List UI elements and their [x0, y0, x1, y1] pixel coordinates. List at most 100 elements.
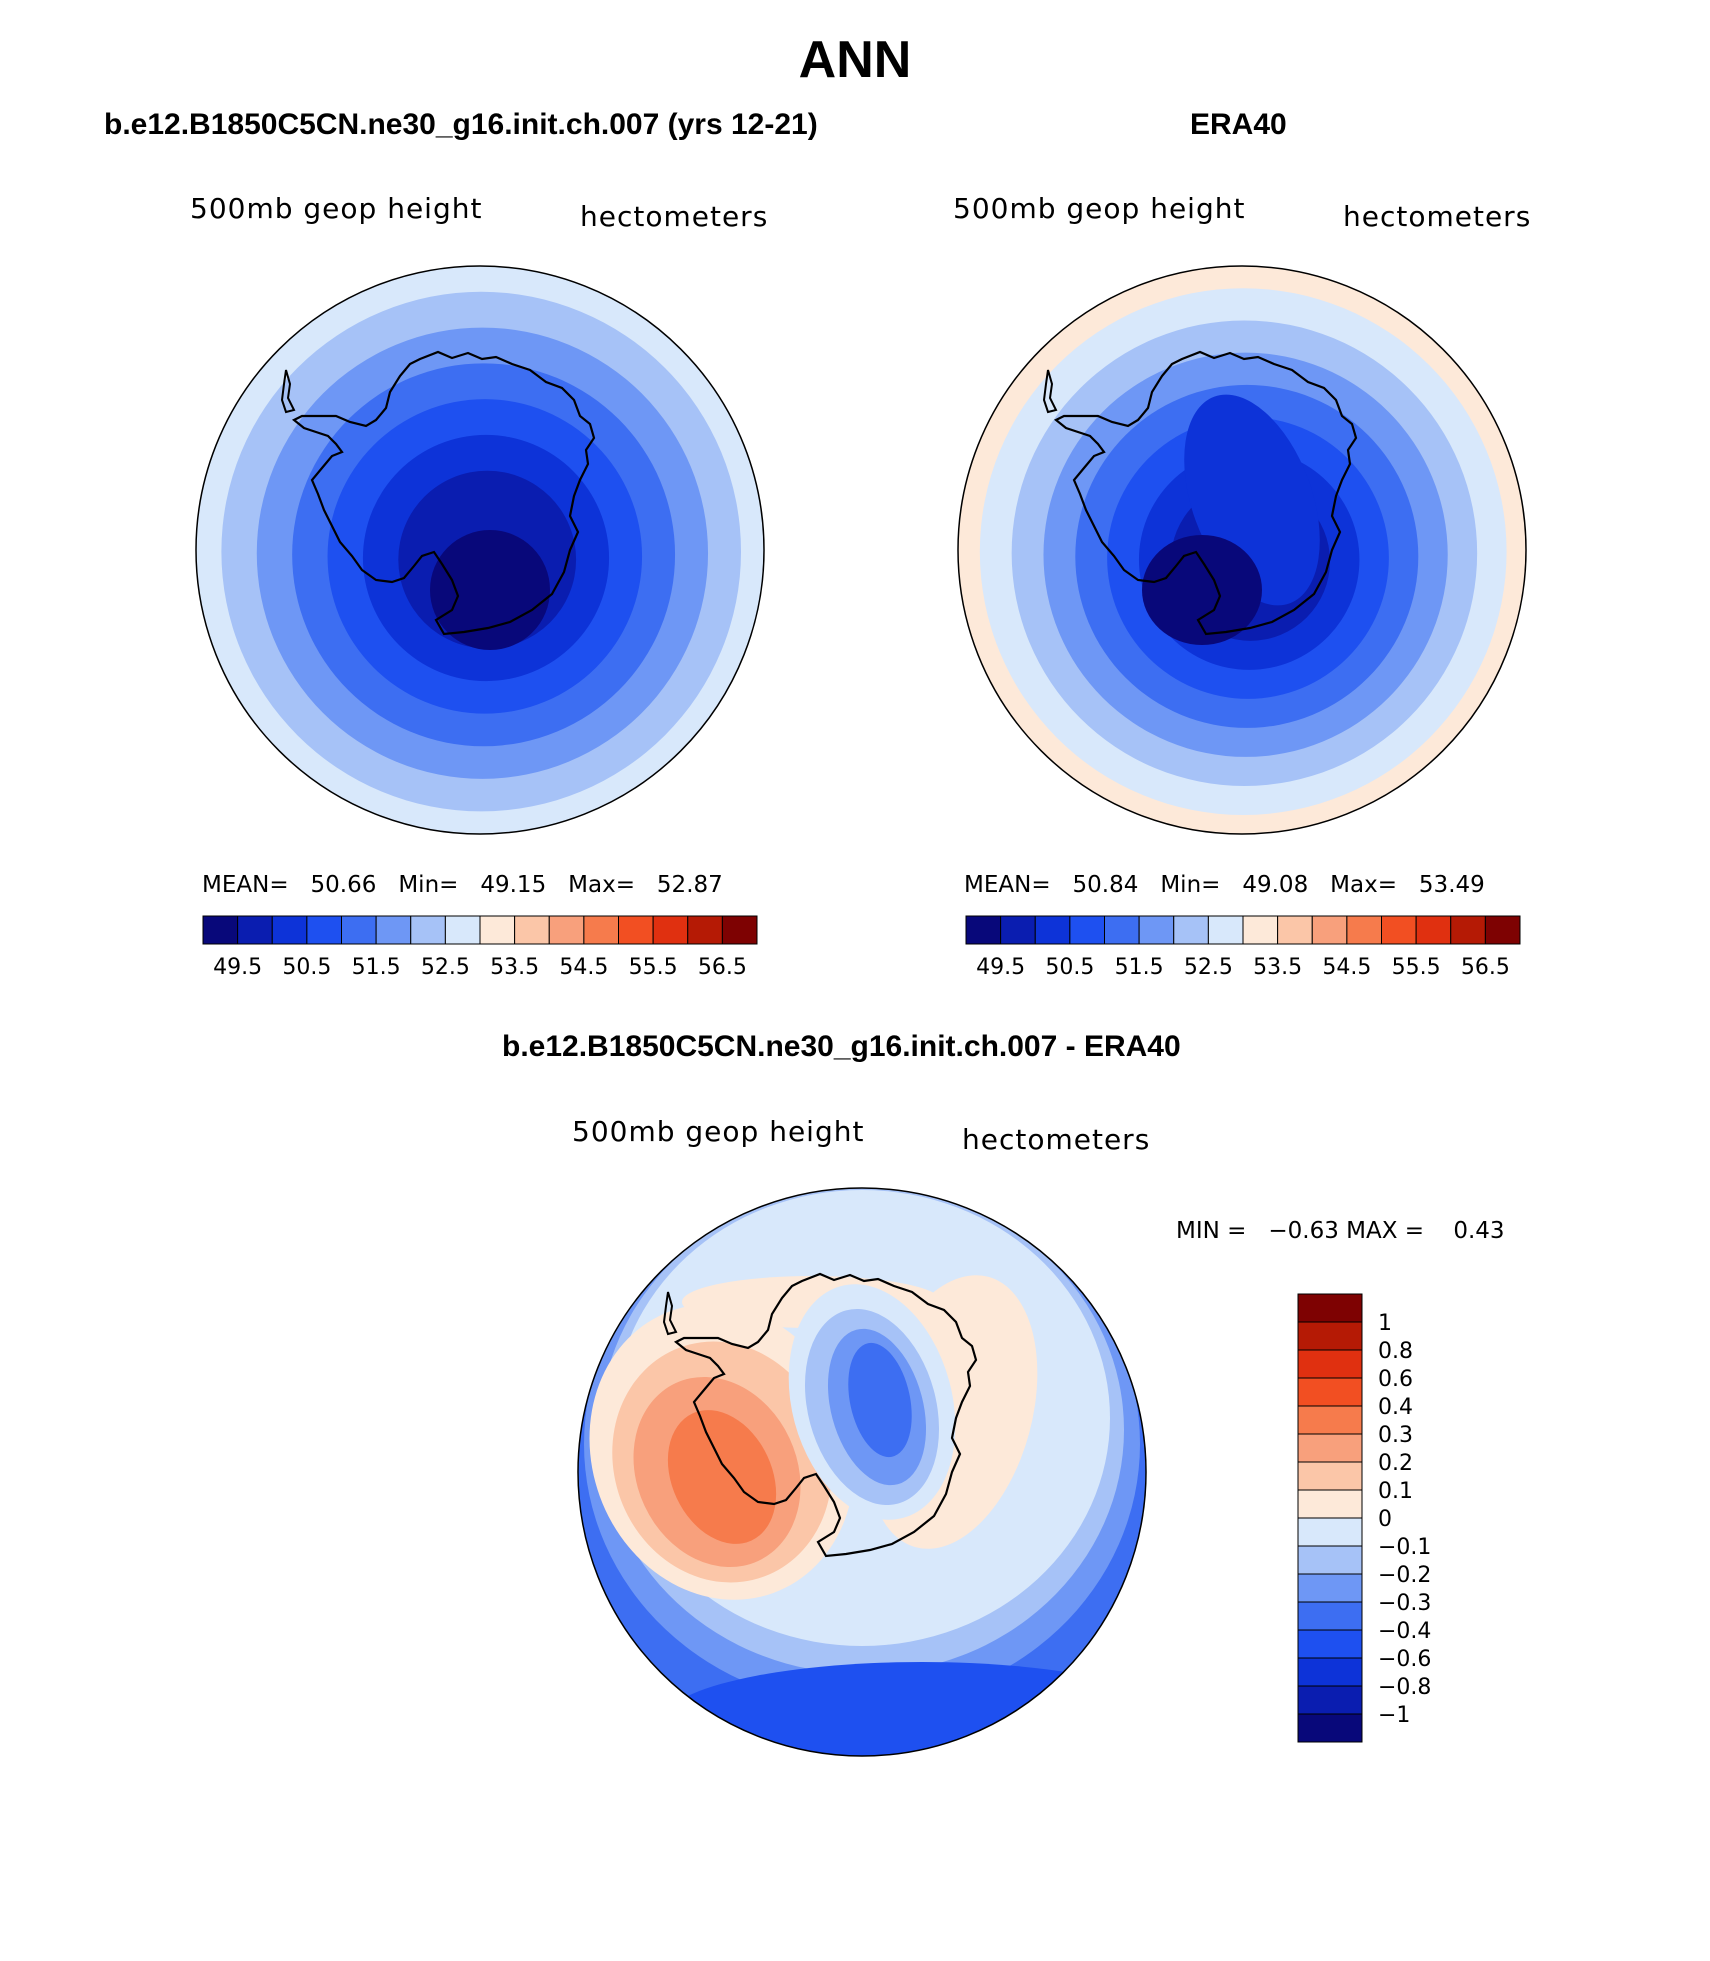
min-value: 49.15: [480, 872, 547, 898]
diff-colorbar-box: [1297, 1601, 1363, 1631]
diff-colorbar-box: [1297, 1461, 1363, 1491]
model-colorbar-box: [721, 915, 758, 945]
obs-colorbar-box: [1207, 915, 1244, 945]
obs-colorbar-box: [1346, 915, 1382, 945]
panel-diff-map: [577, 1187, 1147, 1757]
max-value: 0.43: [1453, 1218, 1505, 1244]
model-field: [196, 266, 764, 834]
model-colorbar-box: [375, 915, 412, 945]
model-colorbar-tick-label: 56.5: [698, 955, 747, 980]
obs-colorbar-box: [1415, 915, 1452, 945]
diff-colorbar-tick-label: −0.2: [1378, 1563, 1431, 1588]
panel-model-title: b.e12.B1850C5CN.ne30_g16.init.ch.007 (yr…: [104, 108, 818, 141]
min-label: Min=: [398, 872, 459, 898]
mean-value: 50.66: [310, 872, 377, 898]
diff-colorbar-box: [1297, 1489, 1363, 1519]
diff-field: [578, 1188, 1146, 1756]
diff-colorbar-tick-label: 1: [1378, 1311, 1392, 1336]
diff-colorbar-box: [1297, 1545, 1363, 1575]
model-colorbar-box: [652, 915, 689, 945]
panel-model-left-label: 500mb geop height: [190, 192, 483, 225]
diff-contour-band: [667, 1410, 777, 1544]
model-colorbar-box: [479, 915, 516, 945]
model-colorbar-tick-label: 50.5: [282, 955, 331, 980]
diff-colorbar-box: [1297, 1573, 1363, 1603]
diff-colorbar-box: [1297, 1321, 1363, 1351]
diff-colorbar-tick-label: 0.2: [1378, 1451, 1413, 1476]
model-colorbar-box: [202, 915, 239, 945]
model-coastline-island: [280, 369, 296, 414]
model-colorbar-box: [583, 915, 619, 945]
model-colorbar-box: [548, 915, 585, 945]
obs-colorbar-tick-label: 54.5: [1322, 955, 1371, 980]
obs-colorbar-box: [1242, 915, 1279, 945]
max-value: 53.49: [1418, 872, 1485, 898]
mean-value: 50.84: [1072, 872, 1139, 898]
panel-diff-left-label: 500mb geop height: [572, 1115, 865, 1148]
diff-colorbar-box: [1297, 1517, 1363, 1547]
model-colorbar-tick-label: 51.5: [352, 955, 401, 980]
obs-coastline-island: [1042, 369, 1058, 414]
diff-colorbar-box: [1297, 1349, 1363, 1379]
obs-colorbar-box: [1277, 915, 1313, 945]
panel-model-right-label: hectometers: [580, 200, 769, 233]
model-map-border: [195, 265, 765, 835]
max-label: Max=: [1330, 872, 1397, 898]
obs-field: [958, 266, 1526, 834]
diff-colorbar-tick-label: −0.1: [1378, 1535, 1431, 1560]
model-colorbar-box: [306, 915, 342, 945]
obs-colorbar-box: [1381, 915, 1417, 945]
diff-colorbar-box: [1297, 1433, 1363, 1463]
model-colorbar-box: [687, 915, 723, 945]
diff-colorbar-box: [1297, 1377, 1363, 1407]
diff-colorbar-tick-label: 0.6: [1378, 1367, 1413, 1392]
diff-colorbar-tick-label: 0.4: [1378, 1395, 1413, 1420]
panel-diff-stats: MIN = −0.63 MAX = 0.43: [1176, 1218, 1505, 1244]
min-label: Min=: [1160, 872, 1221, 898]
obs-colorbar-box: [965, 915, 1002, 945]
diff-colorbar-tick-label: 0.3: [1378, 1423, 1413, 1448]
model-colorbar-tick-label: 55.5: [629, 955, 678, 980]
diff-colorbar-tick-label: −0.6: [1378, 1647, 1431, 1672]
diff-colorbar-box: [1297, 1685, 1363, 1715]
model-colorbar-tick-label: 53.5: [490, 955, 539, 980]
obs-colorbar-box: [1000, 915, 1036, 945]
obs-map-border: [957, 265, 1527, 835]
model-colorbar-box: [341, 915, 377, 945]
page-title: ANN: [798, 31, 912, 89]
diff-colorbar-tick-label: 0: [1378, 1507, 1392, 1532]
panel-obs-right-label: hectometers: [1343, 200, 1532, 233]
diff-colorbar-tick-label: 0.8: [1378, 1339, 1413, 1364]
obs-colorbar-tick-label: 52.5: [1184, 955, 1233, 980]
model-colorbar-tick-label: 49.5: [213, 955, 262, 980]
panel-obs-title: ERA40: [1190, 108, 1287, 141]
model-colorbar-tick-label: 52.5: [421, 955, 470, 980]
panel-diff-right-label: hectometers: [962, 1123, 1151, 1156]
max-label: Max=: [568, 872, 635, 898]
diff-colorbar-box: [1297, 1293, 1363, 1323]
obs-colorbar-tick-label: 55.5: [1392, 955, 1441, 980]
diff-coastline: [673, 1272, 978, 1558]
model-coastline: [291, 350, 596, 636]
diff-map-border: [577, 1187, 1147, 1757]
diff-colorbar-box: [1297, 1713, 1363, 1743]
diff-colorbar-tick-label: −0.4: [1378, 1619, 1431, 1644]
panel-model-map: [195, 265, 765, 835]
obs-colorbar-box: [1484, 915, 1521, 945]
diff-colorbar-tick-label: −0.3: [1378, 1591, 1431, 1616]
diff-coastline-island: [662, 1291, 678, 1336]
obs-colorbar-box: [1173, 915, 1209, 945]
obs-colorbar-box: [1034, 915, 1071, 945]
panel-model-colorbar: 49.5 50.5 51.5 52.5 53.5 54.5 55.5 56.5: [202, 915, 758, 980]
diff-colorbar-tick-label: −0.8: [1378, 1675, 1431, 1700]
panel-diff-title: b.e12.B1850C5CN.ne30_g16.init.ch.007 - E…: [502, 1030, 1181, 1063]
model-colorbar-box: [271, 915, 308, 945]
obs-colorbar-box: [1311, 915, 1348, 945]
model-colorbar-box: [237, 915, 273, 945]
panel-obs-stats: MEAN= 50.84 Min= 49.08 Max= 53.49: [964, 872, 1485, 898]
min-value: 49.08: [1242, 872, 1309, 898]
min-value: −0.63: [1268, 1218, 1339, 1244]
model-colorbar-tick-label: 54.5: [559, 955, 608, 980]
panel-obs-colorbar: 49.5 50.5 51.5 52.5 53.5 54.5 55.5 56.5: [965, 915, 1521, 980]
obs-colorbar-box: [1138, 915, 1175, 945]
